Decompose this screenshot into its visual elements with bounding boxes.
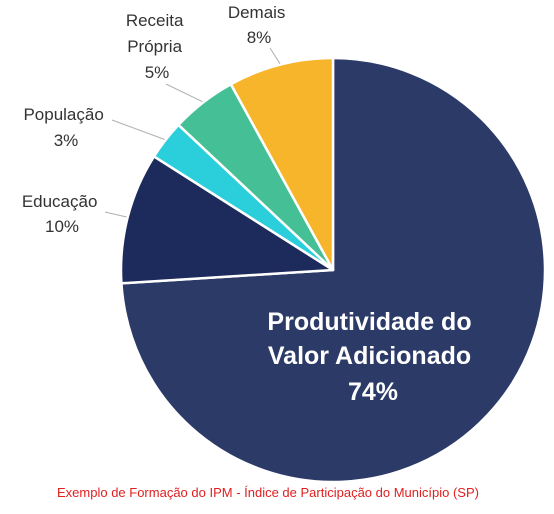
slice-label-educacao: Educação 10% [22,192,102,236]
slice-value-populacao: 3% [54,131,79,150]
pie-slice-demais [229,56,335,272]
chart-caption: Exemplo de Formação do IPM - Índice de P… [57,485,479,500]
slice-label-educacao-name: Educação [22,192,98,211]
slice-label-produtividade-line2: Valor Adicionado [268,342,471,370]
slice-value-receita-propria: 5% [145,63,170,82]
slice-label-produtividade: Produtividade do Valor Adicionado 74% [267,308,478,406]
leader-lines [104,47,281,218]
slice-label-receita-line1: Receita [126,11,184,30]
slice-label-demais-name: Demais [228,3,286,22]
slice-label-produtividade-line1: Produtividade do [267,308,471,336]
slice-label-populacao-name: População [23,105,103,124]
leader-line-educacao [104,211,127,218]
slice-label-populacao: População 3% [23,105,108,150]
slice-label-receita-propria: Receita Própria 5% [126,11,188,82]
pie-slices [119,56,547,484]
slice-value-demais: 8% [247,28,272,47]
leader-line-receita-propria [165,83,203,103]
leader-line-demais [269,47,281,64]
leader-line-populacao [111,119,165,140]
pie-slice-educacao [119,155,335,285]
slice-value-produtividade: 74% [348,378,398,406]
slice-label-demais: Demais 8% [228,3,290,47]
slice-label-receita-line2: Própria [127,37,182,56]
slice-value-educacao: 10% [45,217,79,236]
